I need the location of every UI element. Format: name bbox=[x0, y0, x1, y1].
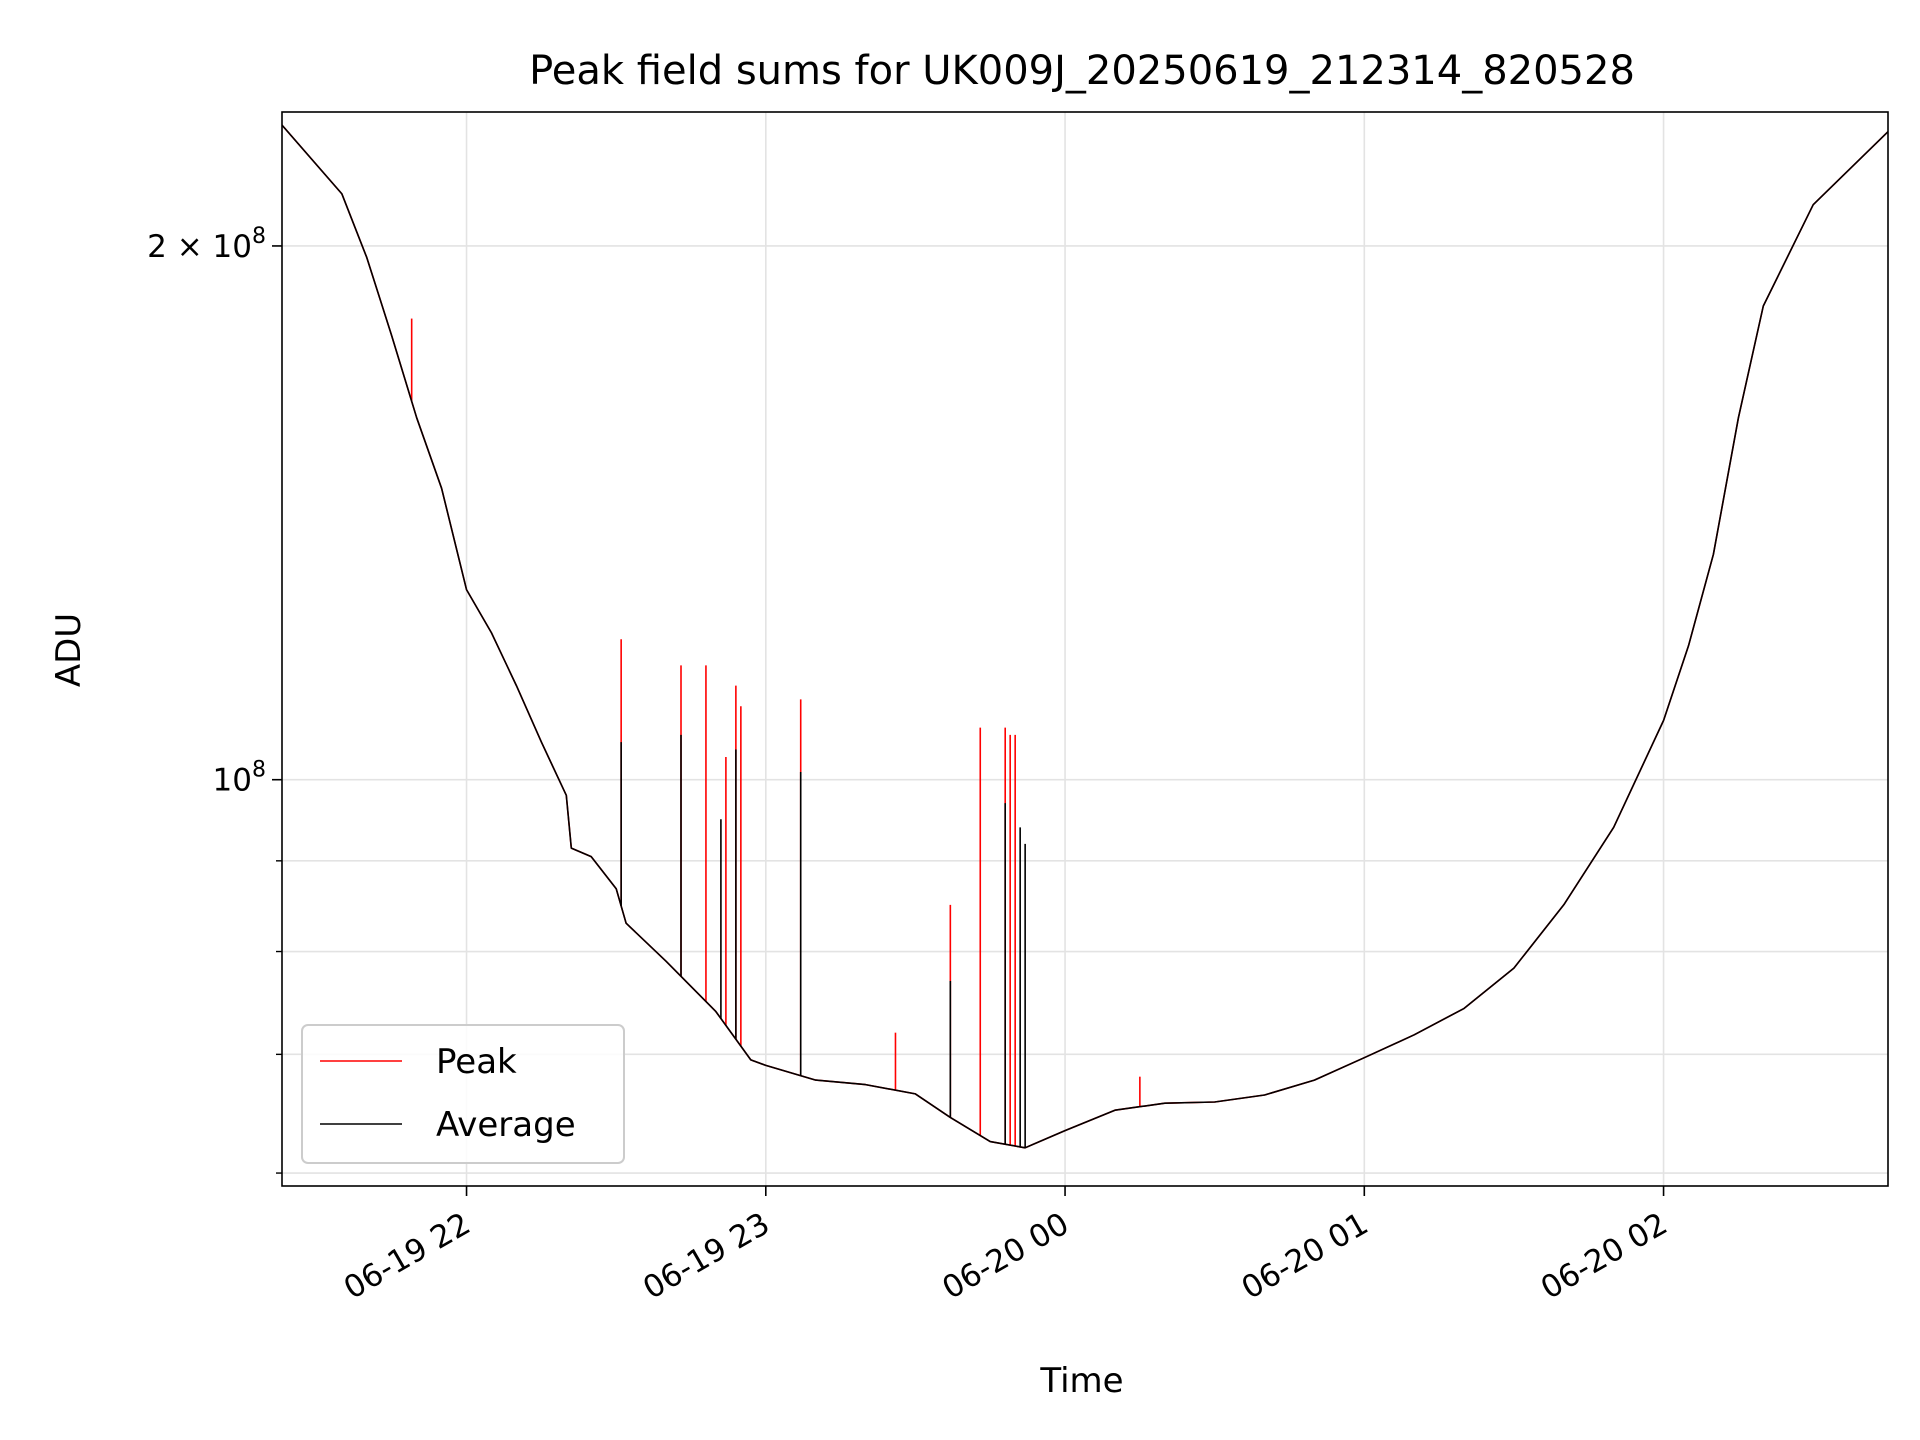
y-tick-exponent: 8 bbox=[252, 224, 266, 249]
grid bbox=[282, 112, 1888, 1186]
y-tick-label: 108 bbox=[213, 758, 266, 799]
legend: Peak Average bbox=[301, 1024, 625, 1164]
plot-frame bbox=[281, 111, 1889, 1187]
y-tick-base: 10 bbox=[213, 763, 252, 799]
chart-title: Peak field sums for UK009J_20250619_2123… bbox=[529, 48, 1635, 94]
series-layer bbox=[281, 124, 1889, 1149]
y-axis-label: ADU bbox=[49, 613, 89, 687]
y-tick-base: 10 bbox=[213, 229, 252, 265]
x-axis-label: Time bbox=[1039, 1361, 1123, 1401]
y-tick-coefficient: 2 × bbox=[147, 229, 212, 265]
legend-box bbox=[301, 1024, 625, 1164]
series-average-line bbox=[281, 124, 1889, 1149]
y-tick-label: 2 × 108 bbox=[147, 224, 266, 265]
legend-peak-label: Peak bbox=[436, 1042, 517, 1082]
legend-average-label: Average bbox=[436, 1105, 576, 1145]
y-tick-exponent: 8 bbox=[252, 758, 266, 783]
